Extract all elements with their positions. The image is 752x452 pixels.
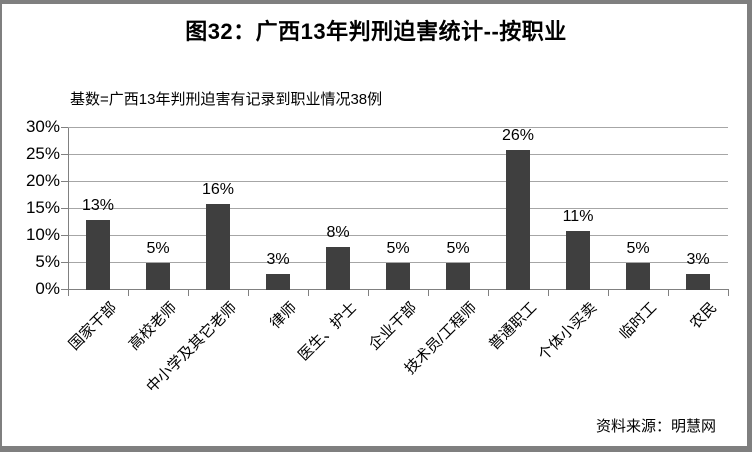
x-axis-tick: [608, 290, 609, 296]
y-axis-label: 25%: [25, 144, 60, 163]
gridline: [68, 154, 728, 155]
gridline: [68, 208, 728, 209]
bar-value-label: 26%: [501, 127, 535, 144]
bar: [566, 231, 590, 290]
y-axis-tick: [61, 289, 68, 290]
bar-value-label: 3%: [266, 251, 290, 268]
bar-value-label: 5%: [446, 240, 470, 257]
bar-value-label: 16%: [201, 181, 235, 198]
bar: [506, 150, 530, 290]
x-axis-category-label: 医生、护士: [295, 299, 361, 365]
chart-title: 图32：广西13年判刑迫害统计--按职业: [185, 19, 567, 44]
gridline: [68, 181, 728, 182]
chart-subtitle: 基数=广西13年判刑迫害有记录到职业情况38例: [70, 91, 383, 108]
x-axis-tick: [188, 290, 189, 296]
source-note: 资料来源：明慧网: [595, 418, 716, 435]
bar-value-label: 3%: [686, 251, 710, 268]
x-axis-category-label: 普通职工: [485, 299, 541, 354]
y-axis-label: 20%: [25, 171, 60, 190]
gridline: [68, 262, 728, 263]
x-axis-tick: [308, 290, 309, 296]
y-axis-label: 10%: [25, 225, 60, 244]
bar: [626, 263, 650, 290]
x-axis-category-label: 临时工: [616, 299, 661, 343]
y-axis-tick: [61, 154, 68, 155]
bar: [386, 263, 410, 290]
y-axis-tick: [61, 181, 68, 182]
x-axis-category-label: 律师: [266, 299, 301, 333]
frame-border-right: [747, 0, 752, 452]
bar: [206, 204, 230, 290]
bar-value-label: 11%: [562, 208, 594, 225]
bar-value-label: 5%: [386, 240, 410, 257]
bar-value-label: 5%: [146, 240, 170, 257]
x-axis-category-label: 农民: [686, 299, 721, 333]
frame-border-top: [0, 0, 752, 4]
bar: [266, 274, 290, 290]
frame-border-bottom: [0, 446, 752, 452]
y-axis-tick: [61, 127, 68, 128]
frame-border-left: [0, 0, 2, 452]
y-axis-label: 15%: [25, 198, 60, 217]
x-axis-tick: [128, 290, 129, 296]
bar: [446, 263, 470, 290]
bar: [86, 220, 110, 290]
x-axis-category-label: 个体小买卖: [535, 299, 601, 365]
x-axis-tick: [488, 290, 489, 296]
x-axis-tick: [368, 290, 369, 296]
y-axis-tick: [61, 235, 68, 236]
y-axis-label: 5%: [35, 252, 60, 271]
bar: [146, 263, 170, 290]
x-axis-tick: [668, 290, 669, 296]
gridline: [68, 127, 728, 128]
x-axis-category-label: 企业干部: [365, 299, 421, 354]
bar: [686, 274, 710, 290]
x-axis-tick: [248, 290, 249, 296]
y-axis-label: 0%: [35, 279, 60, 298]
bar-value-label: 13%: [81, 197, 115, 214]
bar-value-label: 8%: [326, 224, 350, 241]
x-axis-tick: [68, 290, 69, 296]
y-axis-label: 30%: [25, 117, 60, 136]
gridline: [68, 235, 728, 236]
x-axis-tick: [548, 290, 549, 296]
y-axis-tick: [61, 208, 68, 209]
x-axis-category-label: 国家干部: [65, 299, 121, 354]
bar: [326, 247, 350, 290]
x-axis-tick: [428, 290, 429, 296]
y-axis-line: [68, 128, 69, 290]
x-axis-tick: [728, 290, 729, 296]
bar-value-label: 5%: [626, 240, 650, 257]
y-axis-tick: [61, 262, 68, 263]
x-axis-category-label: 高校老师: [125, 299, 181, 354]
